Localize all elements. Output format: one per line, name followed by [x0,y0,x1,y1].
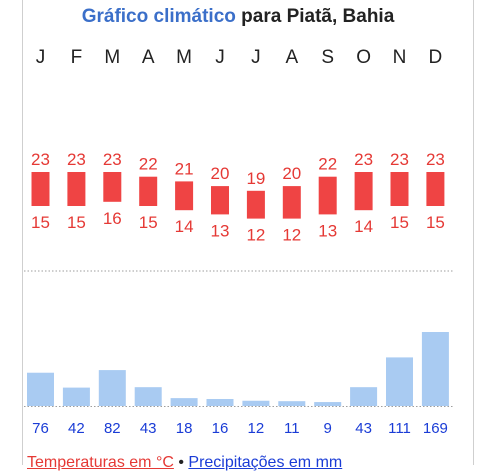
min-temperature-label: 14 [175,217,194,236]
temperature-bar [282,186,301,219]
temperature-bar [139,176,158,206]
max-temperature-label: 20 [211,164,230,183]
month-label: M [176,47,192,68]
temperature-bar [318,176,337,215]
max-temperature-label: 21 [175,159,194,178]
precipitation-bar [314,402,342,406]
min-temperature-label: 15 [139,213,158,232]
precipitation-label: 18 [176,420,193,437]
precipitation-label: 43 [140,420,157,437]
month-label: J [251,47,261,68]
month-label: A [285,47,298,68]
precipitation-bar [134,387,162,406]
month-label: D [429,47,443,68]
temperature-bar [31,172,50,206]
max-temperature-label: 22 [318,155,337,174]
chart-title: Gráfico climático para Piatã, Bahia [0,6,476,28]
precipitation-bar [62,387,90,406]
min-temperature-label: 15 [67,213,86,232]
month-label: S [321,47,334,68]
precipitation-legend-link[interactable]: Precipitações em mm [188,454,343,471]
min-temperature-label: 15 [31,213,50,232]
month-label: J [215,47,225,68]
precipitation-bar [278,401,306,406]
precipitation-bar [386,357,413,406]
max-temperature-label: 23 [31,150,50,169]
precipitation-label: 12 [248,420,265,437]
legend-separator: • [178,454,184,471]
temperature-bar [426,172,445,206]
precipitation-bar [206,398,234,406]
max-temperature-label: 19 [246,169,265,188]
max-temperature-label: 20 [282,164,301,183]
month-label: J [36,47,46,68]
min-temperature-label: 12 [282,226,301,245]
temperature-bar [67,172,86,206]
min-temperature-label: 15 [390,213,409,232]
max-temperature-label: 22 [139,155,158,174]
temperature-bar [354,172,373,211]
month-label: M [104,47,120,68]
temperature-bar [390,172,409,206]
min-temperature-label: 12 [246,226,265,245]
precipitation-bar [98,370,126,406]
precipitation-bar [27,372,54,406]
precipitation-label: 76 [32,420,49,437]
min-temperature-label: 13 [318,221,337,240]
precipitation-label: 169 [423,420,448,437]
temperature-bar [246,190,265,219]
temperature-legend-link[interactable]: Temperaturas em °C [27,454,174,471]
month-label: F [71,47,83,68]
chart-frame [22,0,474,465]
precipitation-label: 42 [68,420,85,437]
precipitation-label: 16 [212,420,229,437]
precipitation-label: 111 [388,420,411,437]
month-label: A [142,47,155,68]
precipitation-label: 9 [324,420,332,437]
month-label: O [356,47,371,68]
precipitation-label: 11 [284,420,300,437]
month-label: N [393,47,407,68]
temperature-bar [103,172,122,202]
precipitation-bar [421,332,449,406]
min-temperature-label: 14 [354,217,373,236]
location-text: para Piatã, Bahia [241,6,395,27]
temperature-bar [211,186,229,215]
max-temperature-label: 23 [103,150,122,169]
precipitation-bar [170,398,198,406]
max-temperature-label: 23 [354,150,373,169]
precipitation-label: 43 [355,420,372,437]
precipitation-bar [242,400,270,406]
climate-chart-link[interactable]: Gráfico climático [81,6,236,27]
min-temperature-label: 13 [211,221,230,240]
max-temperature-label: 23 [67,150,86,169]
max-temperature-label: 23 [426,150,445,169]
min-temperature-label: 16 [103,209,122,228]
max-temperature-label: 23 [390,150,409,169]
precipitation-label: 82 [104,420,121,437]
legend: Temperaturas em °C • Precipitações em mm [27,454,342,472]
min-temperature-label: 15 [426,213,445,232]
precipitation-bar [350,387,378,406]
temperature-bar [175,181,194,211]
